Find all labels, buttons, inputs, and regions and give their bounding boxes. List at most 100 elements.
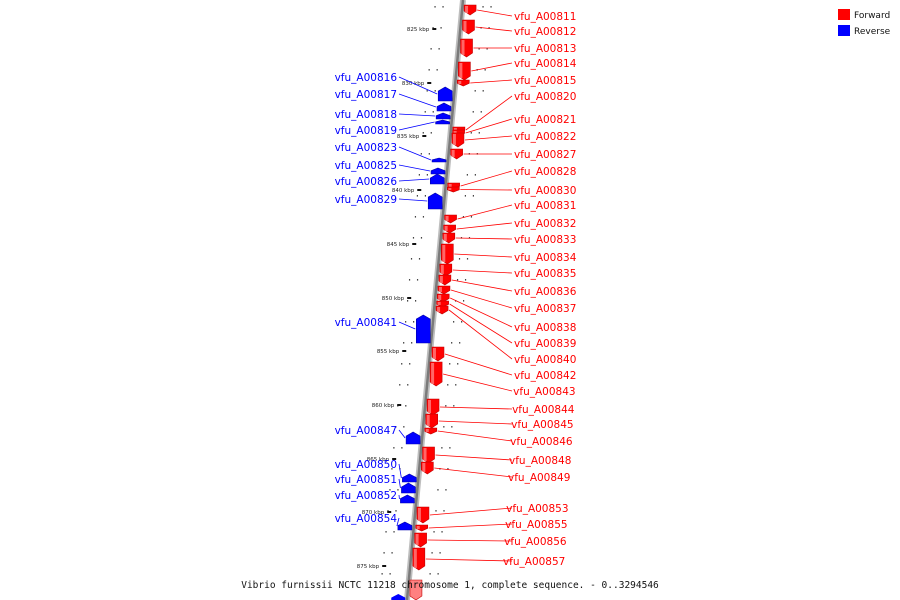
gene-label-forward[interactable]: vfu_A00815 <box>514 75 576 87</box>
gene-label-forward[interactable]: vfu_A00839 <box>514 338 576 350</box>
tick-mark <box>402 350 407 352</box>
guide-dot <box>429 573 431 575</box>
gene-feature-reverse <box>401 482 416 494</box>
gene-label-forward[interactable]: vfu_A00842 <box>514 370 576 382</box>
gene-label-reverse[interactable]: vfu_A00817 <box>335 89 397 101</box>
gene-label-reverse[interactable]: vfu_A00825 <box>335 160 397 172</box>
guide-dot <box>432 27 434 29</box>
gene-features <box>391 4 477 600</box>
gene-label-forward[interactable]: vfu_A00833 <box>514 234 576 246</box>
gene-label-forward[interactable]: vfu_A00849 <box>508 472 570 484</box>
guide-dot <box>424 111 426 113</box>
gene-label-forward[interactable]: vfu_A00856 <box>504 536 567 548</box>
guide-dot <box>455 384 457 386</box>
gene-leader-forward <box>475 26 513 32</box>
gene-leader-forward <box>470 79 513 84</box>
gene-label-forward[interactable]: vfu_A00857 <box>503 556 565 568</box>
gene-label-forward[interactable]: vfu_A00832 <box>514 218 576 230</box>
gene-leader-forward <box>476 9 513 17</box>
gene-feature-highlight <box>459 63 463 78</box>
guide-dot <box>416 279 419 281</box>
gene-label-forward[interactable]: vfu_A00821 <box>514 114 576 126</box>
guide-dot <box>437 489 439 491</box>
guide-dot <box>463 300 465 302</box>
gene-feature-highlight <box>423 448 427 461</box>
gene-leader-forward <box>471 62 513 72</box>
guide-dot <box>482 90 484 92</box>
gene-label-forward[interactable]: vfu_A00840 <box>514 354 576 366</box>
gene-label-forward[interactable]: vfu_A00845 <box>511 419 573 431</box>
gene-label-reverse[interactable]: vfu_A00854 <box>335 513 398 525</box>
gene-label-forward[interactable]: vfu_A00827 <box>514 149 576 161</box>
guide-dot <box>439 552 441 554</box>
gene-label-forward[interactable]: vfu_A00828 <box>514 166 576 178</box>
guide-dot <box>443 426 445 428</box>
gene-label-reverse[interactable]: vfu_A00847 <box>335 425 397 437</box>
gene-leader-forward <box>465 118 513 134</box>
gene-leader-forward <box>444 353 513 376</box>
spacer-dots <box>381 6 492 575</box>
legend-swatch-forward <box>838 9 850 20</box>
gene-label-forward[interactable]: vfu_A00853 <box>506 503 568 515</box>
gene-label-reverse[interactable]: vfu_A00851 <box>335 474 397 486</box>
gene-label-forward[interactable]: vfu_A00843 <box>513 386 575 398</box>
gene-label-forward[interactable]: vfu_A00820 <box>514 91 576 103</box>
gene-label-forward[interactable]: vfu_A00855 <box>505 519 567 531</box>
guide-dot <box>408 279 411 281</box>
gene-feature-reverse <box>405 431 421 445</box>
gene-label-forward[interactable]: vfu_A00814 <box>514 58 577 70</box>
guide-dot <box>461 321 463 323</box>
guide-dot <box>445 405 447 407</box>
gene-label-reverse[interactable]: vfu_A00818 <box>335 109 397 121</box>
guide-dot <box>385 531 387 533</box>
tick-label: 830 kbp <box>402 81 425 87</box>
tick-mark <box>417 189 422 191</box>
gene-label-forward[interactable]: vfu_A00822 <box>514 131 576 143</box>
gene-feature-highlight <box>448 188 452 190</box>
guide-dot <box>468 237 471 239</box>
gene-label-reverse[interactable]: vfu_A00829 <box>335 194 397 206</box>
gene-label-forward[interactable]: vfu_A00837 <box>514 303 576 315</box>
gene-label-forward[interactable]: vfu_A00812 <box>514 26 576 38</box>
gene-leader-forward <box>457 204 513 220</box>
gene-feature-highlight <box>451 150 455 157</box>
gene-label-forward[interactable]: vfu_A00846 <box>510 436 573 448</box>
gene-label-forward[interactable]: vfu_A00811 <box>514 11 576 23</box>
guide-dot <box>401 363 403 365</box>
tick-label: 825 kbp <box>407 27 430 33</box>
gene-label-reverse[interactable]: vfu_A00819 <box>335 125 397 137</box>
gene-leader-forward <box>451 279 513 292</box>
guide-dot <box>426 174 428 176</box>
tick-mark <box>427 82 432 84</box>
guide-dot <box>387 510 389 512</box>
gene-label-forward[interactable]: vfu_A00836 <box>514 286 577 298</box>
gene-label-forward[interactable]: vfu_A00830 <box>514 185 576 197</box>
gene-label-reverse[interactable]: vfu_A00850 <box>335 459 397 471</box>
gene-leader-reverse <box>398 93 437 108</box>
tick-mark <box>407 297 412 299</box>
gene-label-forward[interactable]: vfu_A00831 <box>514 200 576 212</box>
tick-mark <box>432 28 437 30</box>
gene-leader-forward <box>464 135 513 141</box>
gene-label-forward[interactable]: vfu_A00813 <box>514 43 576 55</box>
guide-dot <box>482 6 484 8</box>
guide-dot <box>474 90 476 92</box>
label-leaders <box>396 9 513 562</box>
gene-leader-forward <box>437 430 513 442</box>
gene-label-reverse[interactable]: vfu_A00852 <box>335 490 397 502</box>
gene-feature-reverse <box>431 157 447 163</box>
gene-label-forward[interactable]: vfu_A00844 <box>512 404 575 416</box>
guide-dot <box>395 510 397 512</box>
gene-label-forward[interactable]: vfu_A00835 <box>514 268 576 280</box>
gene-feature-highlight <box>440 265 444 274</box>
guide-dot <box>470 132 472 134</box>
gene-label-forward[interactable]: vfu_A00834 <box>514 252 577 264</box>
gene-label-reverse[interactable]: vfu_A00841 <box>335 317 397 329</box>
gene-label-forward[interactable]: vfu_A00848 <box>509 455 571 467</box>
gene-label-reverse[interactable]: vfu_A00826 <box>335 176 398 188</box>
gene-label-reverse[interactable]: vfu_A00823 <box>335 142 397 154</box>
gene-label-forward[interactable]: vfu_A00838 <box>514 322 576 334</box>
guide-dot <box>428 69 430 71</box>
guide-dot <box>447 468 449 470</box>
gene-label-reverse[interactable]: vfu_A00816 <box>335 72 398 84</box>
